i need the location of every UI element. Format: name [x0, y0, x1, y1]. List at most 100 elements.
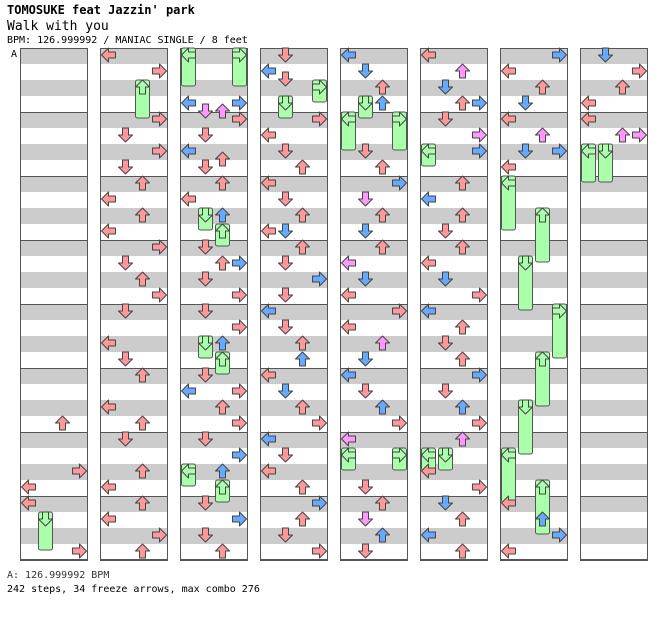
- step-arrow: [375, 239, 390, 255]
- step-arrow: [358, 143, 373, 159]
- step-arrow: [358, 191, 373, 207]
- chart-column: [420, 48, 488, 561]
- step-arrow: [535, 207, 550, 223]
- step-arrow: [358, 511, 373, 527]
- step-arrow: [198, 159, 213, 175]
- step-arrow: [501, 111, 516, 127]
- step-arrow: [375, 79, 390, 95]
- step-arrow: [341, 319, 356, 335]
- step-arrow: [552, 527, 567, 543]
- step-arrow: [181, 191, 196, 207]
- step-arrow: [518, 255, 533, 271]
- step-arrow: [295, 399, 310, 415]
- step-arrow: [181, 47, 196, 63]
- step-arrow: [341, 431, 356, 447]
- step-arrow: [232, 383, 247, 399]
- step-arrow: [341, 255, 356, 271]
- step-arrow: [181, 143, 196, 159]
- step-arrow: [261, 431, 276, 447]
- step-arrow: [581, 111, 596, 127]
- step-arrow: [501, 63, 516, 79]
- step-arrow: [232, 111, 247, 127]
- step-arrow: [501, 175, 516, 191]
- step-arrow: [312, 111, 327, 127]
- step-arrow: [215, 335, 230, 351]
- step-arrow: [152, 143, 167, 159]
- step-arrow: [135, 367, 150, 383]
- step-arrow: [455, 95, 470, 111]
- step-arrow: [455, 431, 470, 447]
- step-arrow: [215, 207, 230, 223]
- step-arrow: [278, 383, 293, 399]
- step-arrow: [135, 207, 150, 223]
- step-arrow: [438, 79, 453, 95]
- step-arrow: [295, 479, 310, 495]
- step-arrow: [198, 239, 213, 255]
- step-arrow: [101, 479, 116, 495]
- step-arrow: [535, 511, 550, 527]
- step-arrow: [455, 351, 470, 367]
- step-arrow: [472, 479, 487, 495]
- step-arrow: [215, 543, 230, 559]
- step-arrow: [312, 415, 327, 431]
- step-arrow: [632, 63, 647, 79]
- step-arrow: [181, 383, 196, 399]
- step-arrow: [535, 127, 550, 143]
- step-arrow: [101, 511, 116, 527]
- step-arrow: [375, 159, 390, 175]
- step-arrow: [375, 399, 390, 415]
- step-arrow: [232, 47, 247, 63]
- step-arrow: [278, 447, 293, 463]
- step-arrow: [472, 95, 487, 111]
- step-arrow: [118, 255, 133, 271]
- step-arrow: [472, 143, 487, 159]
- step-arrow: [392, 415, 407, 431]
- step-arrow: [278, 95, 293, 111]
- step-arrow: [518, 143, 533, 159]
- chart-column: [580, 48, 648, 561]
- step-arrow: [232, 95, 247, 111]
- step-arrow: [455, 543, 470, 559]
- chart-footer: A: 126.999992 BPM 242 steps, 34 freeze a…: [7, 569, 260, 597]
- artist-name: TOMOSUKE feat Jazzin' park: [7, 3, 195, 17]
- step-arrow: [472, 287, 487, 303]
- step-arrow: [392, 303, 407, 319]
- step-arrow: [38, 511, 53, 527]
- step-arrow: [215, 351, 230, 367]
- step-arrow: [421, 303, 436, 319]
- step-arrow: [118, 431, 133, 447]
- step-arrow: [278, 223, 293, 239]
- step-arrow: [278, 255, 293, 271]
- step-arrow: [375, 207, 390, 223]
- step-arrow: [101, 399, 116, 415]
- step-arrow: [135, 543, 150, 559]
- step-arrow: [455, 207, 470, 223]
- step-arrow: [421, 143, 436, 159]
- step-arrow: [152, 111, 167, 127]
- step-arrow: [518, 95, 533, 111]
- step-arrow: [295, 335, 310, 351]
- step-arrow: [358, 223, 373, 239]
- step-arrow: [341, 47, 356, 63]
- step-arrow: [135, 175, 150, 191]
- step-arrow: [438, 495, 453, 511]
- step-arrow: [295, 239, 310, 255]
- step-arrow: [358, 95, 373, 111]
- step-arrow: [198, 527, 213, 543]
- step-arrow: [438, 335, 453, 351]
- step-arrow: [278, 47, 293, 63]
- step-arrow: [421, 47, 436, 63]
- step-arrow: [118, 127, 133, 143]
- chart-column: [260, 48, 328, 561]
- step-arrow: [215, 399, 230, 415]
- step-arrow: [358, 383, 373, 399]
- step-arrow: [152, 287, 167, 303]
- step-arrow: [215, 463, 230, 479]
- step-arrow: [135, 271, 150, 287]
- chart-column: [100, 48, 168, 561]
- step-arrow: [181, 95, 196, 111]
- step-arrow: [198, 303, 213, 319]
- step-arrow: [421, 191, 436, 207]
- chart-meta: BPM: 126.999992 / MANIAC SINGLE / 8 feet: [7, 35, 248, 46]
- step-arrow: [215, 175, 230, 191]
